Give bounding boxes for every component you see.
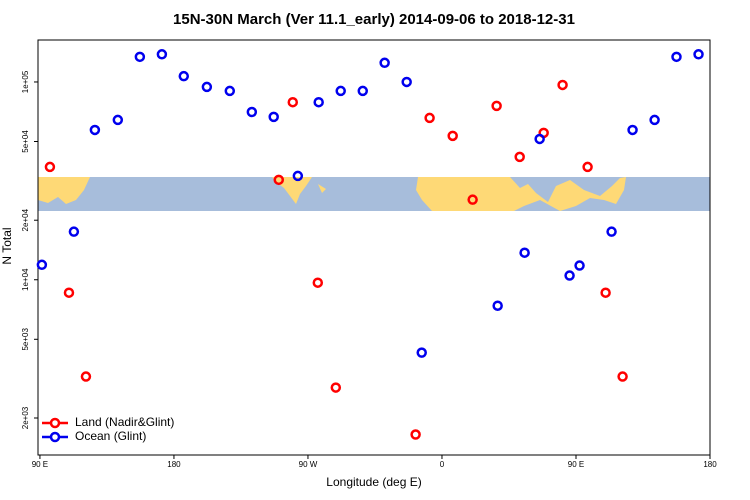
point [80, 371, 92, 382]
point [534, 133, 545, 145]
point [292, 170, 304, 182]
point [379, 57, 390, 69]
point [649, 114, 660, 126]
point [491, 100, 502, 112]
point [357, 85, 369, 97]
chart-title: 15N-30N March (Ver 11.1_early) 2014-09-0… [173, 11, 575, 28]
y-tick-label: 5e+04 [21, 130, 30, 153]
plot-frame [37, 39, 711, 456]
map-band [38, 177, 710, 211]
x-tick-label: 180 [703, 460, 717, 469]
point [68, 226, 80, 237]
y-axis-label: N Total [0, 227, 14, 264]
point [519, 247, 530, 258]
point [671, 51, 682, 63]
point [467, 194, 478, 205]
point [693, 49, 704, 60]
point [224, 85, 236, 97]
point [44, 161, 56, 173]
point [134, 51, 146, 63]
y-tick-label: 1e+04 [21, 268, 30, 291]
point [492, 300, 503, 311]
legend-label: Ocean (Glint) [75, 429, 146, 443]
point [273, 174, 285, 186]
point [89, 124, 101, 136]
point [401, 76, 412, 88]
x-tick-label: 90 E [568, 460, 584, 469]
point [112, 114, 124, 126]
legend-marker [49, 431, 61, 443]
point [617, 371, 628, 382]
x-tick-label: 90 W [299, 460, 318, 469]
y-tick-label: 2e+03 [21, 406, 30, 429]
point [246, 106, 258, 118]
point [557, 79, 568, 91]
point [178, 70, 190, 82]
point [627, 124, 638, 136]
point [600, 287, 611, 298]
y-tick-label: 1e+05 [21, 70, 30, 93]
y-tick-label: 5e+03 [21, 328, 30, 351]
point [312, 277, 324, 288]
x-axis-label: Longitude (deg E) [326, 475, 421, 489]
point [606, 226, 617, 237]
point [416, 347, 427, 358]
point [268, 111, 279, 123]
point [156, 49, 168, 60]
point [574, 260, 585, 271]
point [335, 85, 346, 97]
legend-label: Land (Nadir&Glint) [75, 415, 174, 429]
point [424, 112, 435, 124]
point [514, 151, 525, 163]
x-tick-label: 0 [440, 460, 445, 469]
y-tick-label: 2e+04 [21, 208, 30, 231]
point [313, 96, 324, 108]
point [410, 429, 421, 440]
point [582, 161, 593, 173]
point [447, 130, 458, 142]
x-tick-label: 90 E [32, 460, 48, 469]
point [63, 287, 75, 298]
legend-marker [49, 417, 61, 429]
point [201, 81, 213, 93]
point [330, 382, 342, 393]
point [564, 270, 575, 281]
point [36, 259, 48, 271]
point [287, 96, 299, 108]
x-tick-label: 180 [167, 460, 181, 469]
